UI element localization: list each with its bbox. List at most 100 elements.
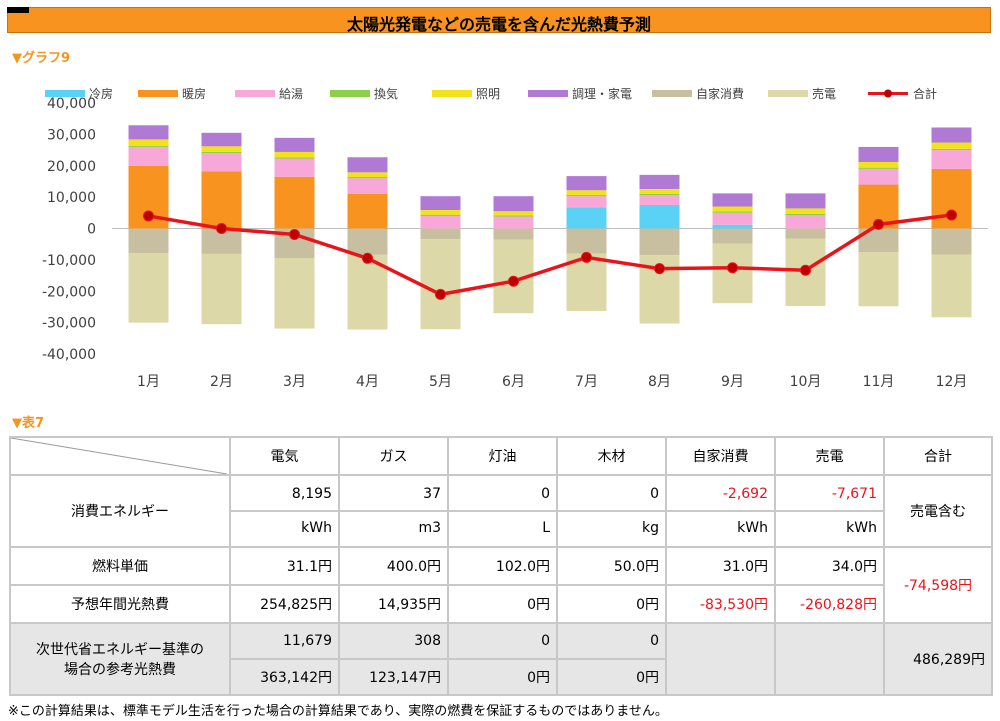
unit-wood: kg bbox=[556, 510, 667, 548]
bar-segment bbox=[566, 194, 607, 197]
bar-segment bbox=[639, 174, 680, 189]
total-point bbox=[581, 251, 592, 263]
cost-table: 電気 ガス 灯油 木材 自家消費 売電 合計 消費エネルギー 8,195 37 … bbox=[9, 436, 993, 696]
bar-segment bbox=[712, 228, 753, 244]
page-title: 太陽光発電などの売電を含んだ光熱費予測 bbox=[346, 15, 651, 34]
cost-gas: 14,935円 bbox=[338, 584, 449, 624]
bar-segment bbox=[493, 228, 534, 240]
consumption-label: 消費エネルギー bbox=[9, 474, 231, 548]
bar-segment bbox=[493, 211, 534, 216]
bar-segment bbox=[493, 215, 534, 217]
price-electricity: 31.1円 bbox=[229, 546, 340, 586]
x-tick-label: 2月 bbox=[210, 374, 233, 390]
ref-cost-wood: 0円 bbox=[556, 658, 667, 696]
ref-sold-empty bbox=[774, 622, 885, 696]
disclaimer-note: ※この計算結果は、標準モデル生活を行った場合の計算結果であり、実際の燃費を保証す… bbox=[8, 704, 668, 719]
cost-self: -83,530円 bbox=[665, 584, 776, 624]
header-wood: 木材 bbox=[556, 436, 667, 476]
bar-segment bbox=[858, 228, 899, 253]
bar-segment bbox=[931, 142, 972, 149]
header-self-consumption: 自家消費 bbox=[665, 436, 776, 476]
unit-self: kWh bbox=[665, 510, 776, 548]
y-tick-label: 10,000 bbox=[47, 190, 96, 206]
title-corner-mark bbox=[7, 7, 29, 13]
graph-section-label: ▼グラフ9 bbox=[12, 51, 71, 66]
bar-segment bbox=[712, 224, 753, 229]
bar-segment bbox=[712, 193, 753, 207]
legend-swatch bbox=[528, 90, 568, 97]
unit-kerosene: L bbox=[447, 510, 558, 548]
x-tick-label: 11月 bbox=[863, 374, 895, 390]
bar-segment bbox=[931, 228, 972, 255]
consumption-wood: 0 bbox=[556, 474, 667, 512]
bar-segment bbox=[493, 216, 534, 229]
price-gas: 400.0円 bbox=[338, 546, 449, 586]
bar-segment bbox=[566, 196, 607, 208]
bar-segment bbox=[274, 158, 315, 177]
bar-segment bbox=[858, 161, 899, 168]
table-section-label: ▼表7 bbox=[12, 416, 45, 431]
total-point bbox=[143, 210, 154, 222]
reference-label-line2: 場合の参考光熱費 bbox=[64, 662, 176, 678]
y-tick-label: 30,000 bbox=[47, 127, 96, 143]
ref-self-empty bbox=[665, 622, 776, 696]
x-tick-label: 3月 bbox=[283, 374, 306, 390]
legend-swatch bbox=[45, 90, 85, 97]
x-tick-label: 8月 bbox=[648, 374, 671, 390]
x-tick-label: 5月 bbox=[429, 374, 452, 390]
bar-segment bbox=[420, 214, 461, 216]
y-tick-label: 40,000 bbox=[47, 96, 96, 112]
price-wood: 50.0円 bbox=[556, 546, 667, 586]
x-tick-label: 9月 bbox=[721, 374, 744, 390]
bar-segment bbox=[931, 127, 972, 143]
total-point bbox=[654, 263, 665, 275]
bar-segment bbox=[931, 148, 972, 151]
bar-segment bbox=[274, 257, 315, 329]
legend-label: 売電 bbox=[812, 86, 836, 101]
total-point bbox=[289, 228, 300, 240]
legend-label: 換気 bbox=[374, 86, 398, 101]
y-tick-label: -10,000 bbox=[42, 253, 96, 269]
reference-label: 次世代省エネルギー基準の 場合の参考光熱費 bbox=[9, 622, 231, 696]
header-gas: ガス bbox=[338, 436, 449, 476]
bar-segment bbox=[639, 228, 680, 256]
bar-segment bbox=[347, 193, 388, 229]
x-tick-label: 6月 bbox=[502, 374, 525, 390]
diagonal-line bbox=[11, 438, 227, 474]
ref-qty-kerosene: 0 bbox=[447, 622, 558, 660]
bar-segment bbox=[639, 188, 680, 194]
bar-segment bbox=[566, 190, 607, 195]
unit-gas: m3 bbox=[338, 510, 449, 548]
bar-segment bbox=[274, 157, 315, 159]
reference-label-line1: 次世代省エネルギー基準の bbox=[36, 642, 204, 658]
title-bar: 太陽光発電などの売電を含んだ光熱費予測 bbox=[7, 7, 991, 34]
bar-segment bbox=[712, 206, 753, 212]
consumption-self: -2,692 bbox=[665, 474, 776, 512]
bar-segment bbox=[785, 213, 826, 216]
total-point bbox=[946, 209, 957, 221]
bar-segment bbox=[785, 215, 826, 229]
legend-label: 照明 bbox=[476, 87, 500, 101]
bar-segment bbox=[712, 212, 753, 225]
bar-segment bbox=[566, 207, 607, 229]
ref-cost-electricity: 363,142円 bbox=[229, 658, 340, 696]
bar-segment bbox=[347, 228, 388, 255]
bar-segment bbox=[712, 211, 753, 213]
legend-label: 調理・家電 bbox=[572, 86, 632, 101]
y-tick-label: -40,000 bbox=[42, 347, 96, 363]
legend-swatch bbox=[138, 90, 178, 97]
total-point bbox=[800, 264, 811, 276]
legend-swatch bbox=[235, 90, 275, 97]
bar-segment bbox=[639, 204, 680, 229]
unit-price-label: 燃料単価 bbox=[9, 546, 231, 586]
legend-line-marker bbox=[884, 89, 892, 98]
total-line bbox=[148, 213, 952, 297]
bar-segment bbox=[128, 139, 169, 146]
legend-label: 合計 bbox=[913, 86, 937, 101]
bar-segment bbox=[347, 157, 388, 173]
total-point bbox=[216, 223, 227, 234]
legend-label: 暖房 bbox=[182, 86, 206, 101]
bar-segment bbox=[785, 208, 826, 214]
unit-sold: kWh bbox=[774, 510, 885, 548]
bar-segment bbox=[274, 151, 315, 158]
